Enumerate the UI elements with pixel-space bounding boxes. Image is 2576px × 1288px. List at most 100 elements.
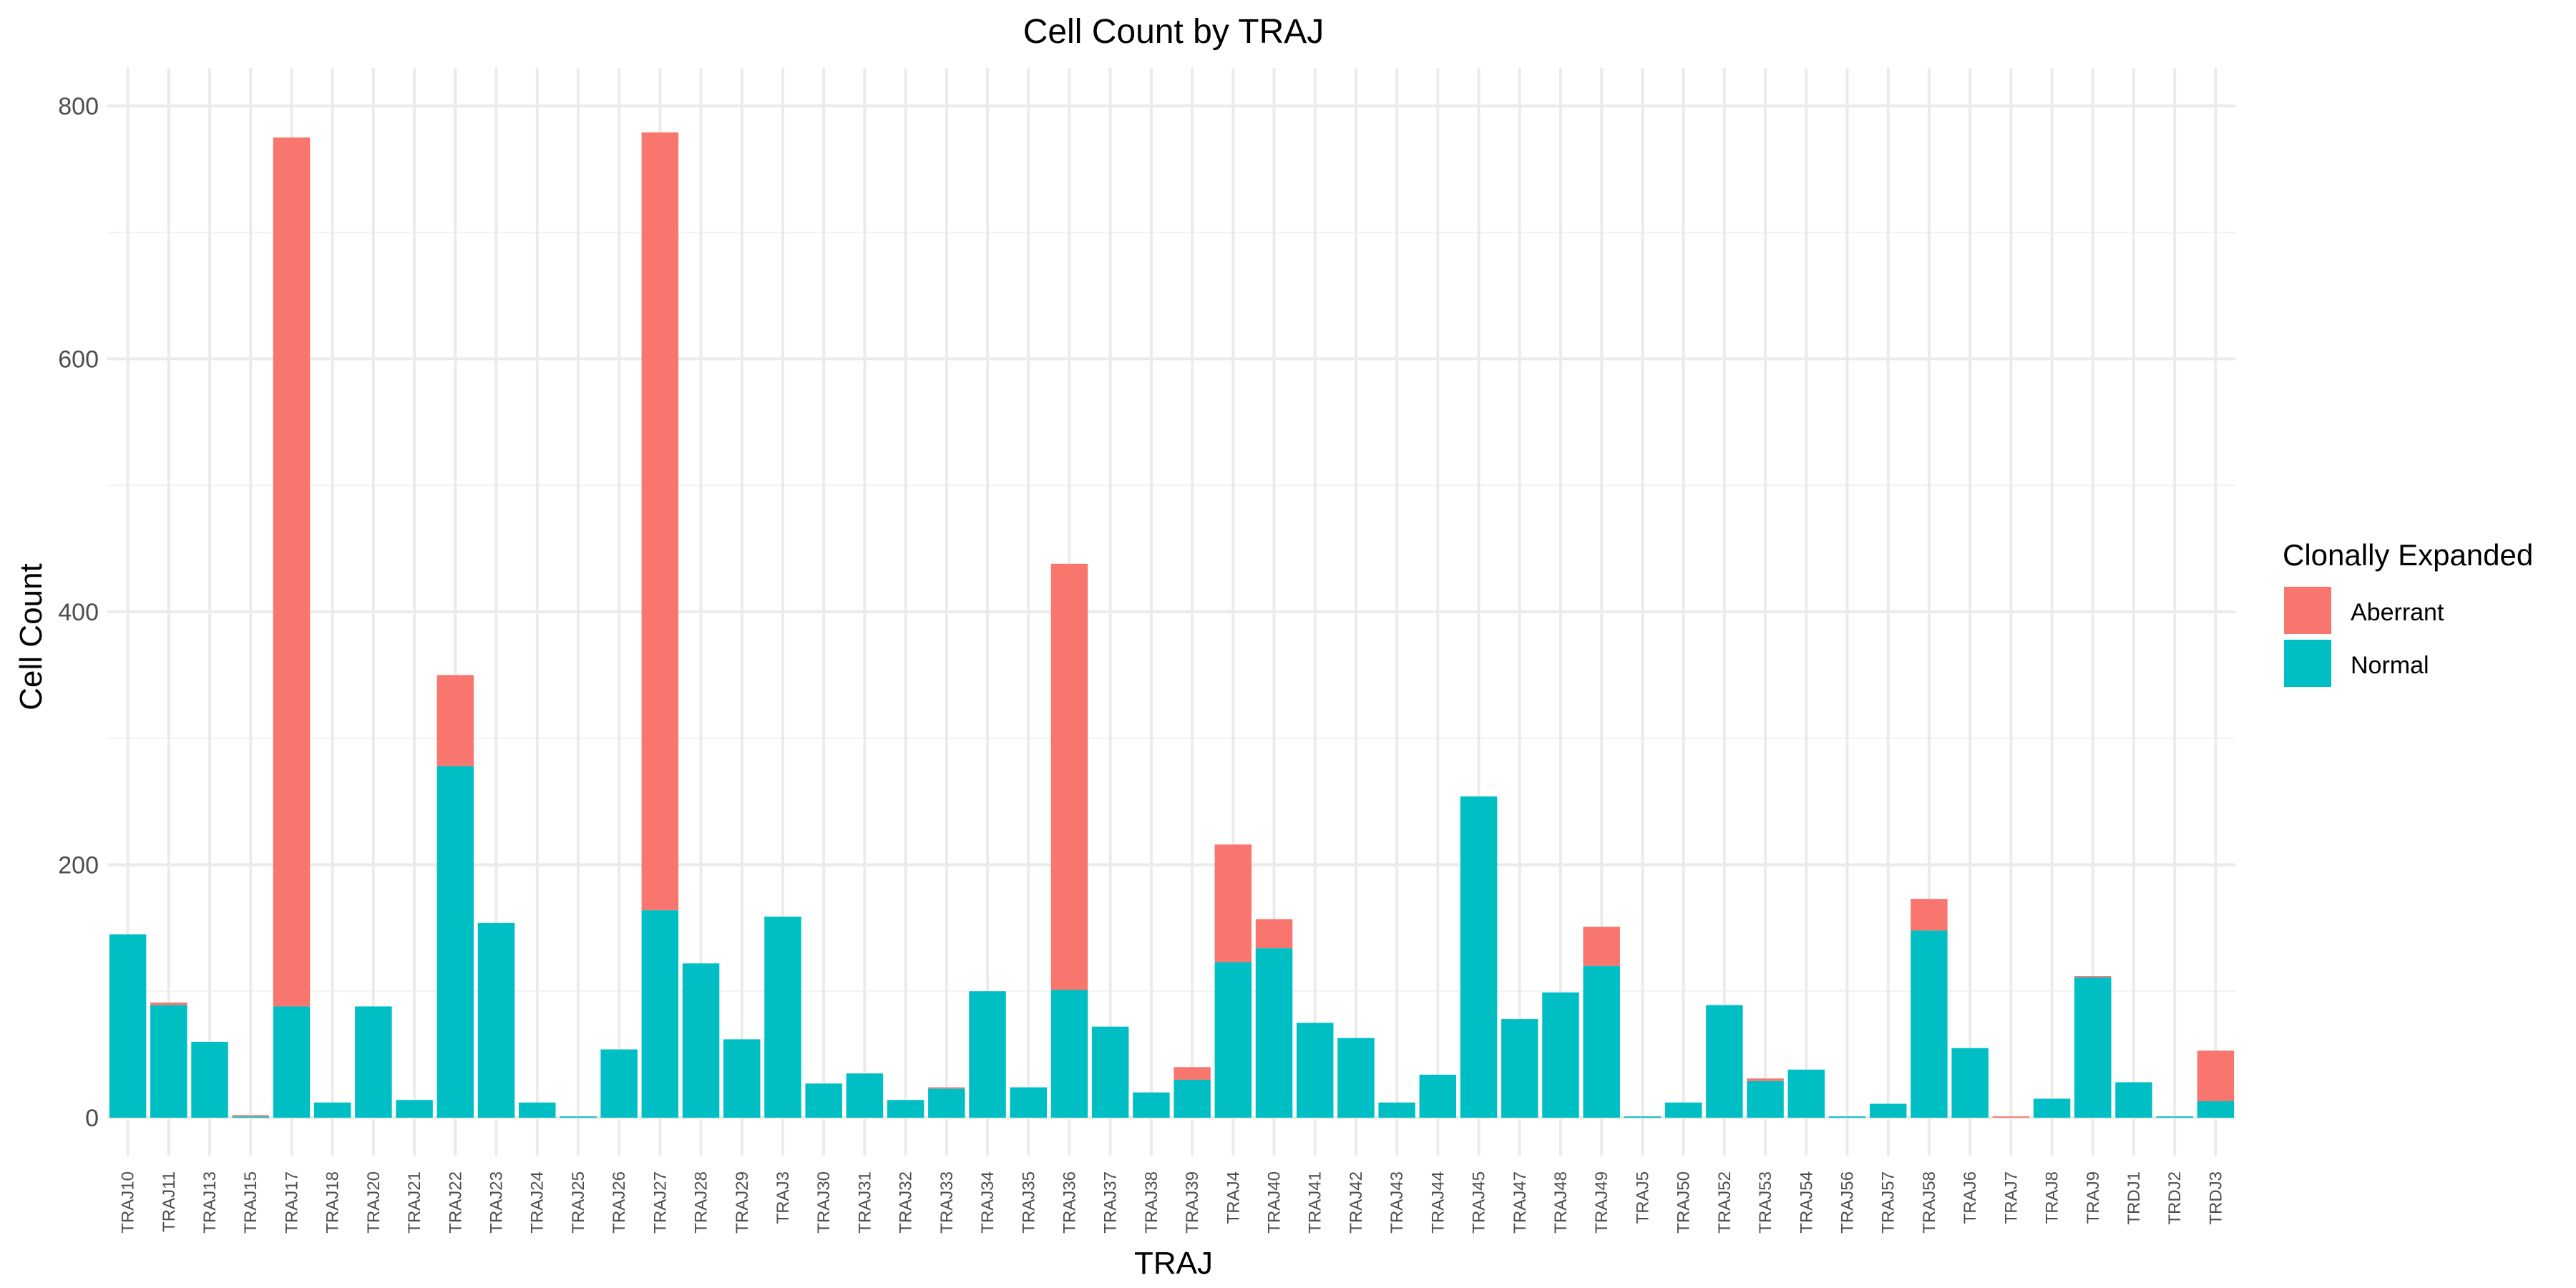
x-tick-label-traj57: TRAJ57 <box>1879 1171 1898 1234</box>
x-tick-label-traj31: TRAJ31 <box>855 1171 874 1234</box>
bar-normal-traj15 <box>232 1116 269 1118</box>
x-tick-label-traj29: TRAJ29 <box>733 1171 752 1234</box>
x-tick-label-traj3: TRAJ3 <box>774 1171 793 1224</box>
bar-aberrant-traj33 <box>928 1087 965 1089</box>
bar-aberrant-traj36 <box>1050 563 1088 990</box>
bar-normal-traj34 <box>969 991 1006 1118</box>
bar-normal-traj39 <box>1174 1079 1211 1118</box>
bar-normal-traj48 <box>1542 992 1579 1118</box>
bar-normal-traj17 <box>273 1006 311 1118</box>
x-tick-label-traj13: TRAJ13 <box>200 1171 220 1234</box>
bar-normal-traj6 <box>1951 1048 1989 1118</box>
bar-normal-traj29 <box>723 1039 761 1118</box>
x-axis-title: TRAJ <box>1134 1246 1213 1281</box>
y-tick-label: 600 <box>58 346 99 374</box>
bar-aberrant-traj39 <box>1174 1067 1211 1080</box>
bar-normal-traj30 <box>805 1083 842 1118</box>
bar-normal-traj43 <box>1378 1102 1415 1118</box>
x-tick-label-traj17: TRAJ17 <box>282 1171 301 1234</box>
bar-aberrant-traj40 <box>1255 919 1293 949</box>
bar-normal-traj10 <box>109 934 147 1118</box>
bar-aberrant-traj27 <box>641 132 679 911</box>
x-tick-label-traj27: TRAJ27 <box>650 1171 670 1234</box>
x-tick-label-traj35: TRAJ35 <box>1019 1171 1038 1234</box>
bar-normal-traj37 <box>1091 1026 1129 1118</box>
x-tick-label-traj40: TRAJ40 <box>1265 1171 1284 1234</box>
legend-swatch-aberrant <box>2284 587 2331 634</box>
legend-label-normal: Normal <box>2351 652 2429 679</box>
bar-normal-traj36 <box>1050 990 1088 1118</box>
x-tick-label-traj49: TRAJ49 <box>1592 1171 1611 1234</box>
x-tick-label-traj25: TRAJ25 <box>569 1171 588 1234</box>
x-tick-label-traj50: TRAJ50 <box>1674 1171 1694 1234</box>
bar-normal-traj8 <box>2033 1098 2071 1118</box>
x-tick-label-traj34: TRAJ34 <box>978 1171 997 1234</box>
bar-aberrant-traj17 <box>273 137 311 1007</box>
bar-normal-traj23 <box>477 922 515 1118</box>
bar-aberrant-traj4 <box>1214 844 1252 962</box>
x-tick-label-trdj1: TRDJ1 <box>2124 1171 2144 1225</box>
legend: Clonally Expanded Aberrant Normal <box>2283 538 2533 687</box>
x-tick-label-traj47: TRAJ47 <box>1511 1171 1530 1234</box>
bar-normal-traj45 <box>1460 796 1498 1118</box>
bar-normal-traj24 <box>518 1102 556 1118</box>
x-tick-label-traj39: TRAJ39 <box>1183 1171 1202 1234</box>
bar-normal-traj5 <box>1624 1116 1662 1118</box>
bar-normal-trdj1 <box>2115 1082 2152 1118</box>
x-tick-label-traj24: TRAJ24 <box>528 1171 547 1234</box>
x-tick-label-traj28: TRAJ28 <box>692 1171 711 1234</box>
bar-normal-traj11 <box>150 1005 187 1118</box>
legend-title: Clonally Expanded <box>2283 538 2533 572</box>
bar-normal-traj20 <box>355 1006 392 1118</box>
x-tick-label-traj37: TRAJ37 <box>1101 1171 1121 1234</box>
x-tick-label-traj32: TRAJ32 <box>897 1171 916 1234</box>
bar-normal-traj32 <box>887 1100 924 1118</box>
bar-normal-traj26 <box>600 1049 638 1118</box>
x-tick-label-traj26: TRAJ26 <box>610 1171 629 1234</box>
bar-aberrant-traj11 <box>150 1002 187 1005</box>
bar-aberrant-traj58 <box>1911 899 1948 931</box>
x-tick-label-trdj3: TRDJ3 <box>2206 1171 2225 1225</box>
y-tick-label: 800 <box>58 93 99 120</box>
x-tick-label-traj52: TRAJ52 <box>1715 1171 1735 1234</box>
bar-normal-traj53 <box>1747 1080 1784 1118</box>
bar-aberrant-traj49 <box>1583 927 1620 966</box>
bar-aberrant-traj9 <box>2074 976 2112 977</box>
bar-normal-traj35 <box>1010 1087 1048 1118</box>
bar-normal-traj18 <box>313 1102 351 1118</box>
x-tick-label-traj6: TRAJ6 <box>1961 1171 1980 1224</box>
x-tick-label-traj41: TRAJ41 <box>1306 1171 1325 1234</box>
bar-normal-traj49 <box>1583 965 1620 1118</box>
chart-title: Cell Count by TRAJ <box>1023 13 1324 51</box>
bar-normal-traj27 <box>641 910 679 1118</box>
bar-normal-trdj3 <box>2197 1101 2235 1118</box>
bar-normal-traj56 <box>1828 1116 1866 1118</box>
bar-normal-trdj2 <box>2156 1116 2193 1118</box>
bar-normal-traj57 <box>1869 1103 1907 1118</box>
bar-normal-traj42 <box>1337 1038 1375 1118</box>
x-tick-label-traj11: TRAJ11 <box>160 1171 179 1232</box>
x-tick-label-traj30: TRAJ30 <box>814 1171 834 1234</box>
y-tick-label: 0 <box>85 1105 99 1132</box>
x-tick-label-traj8: TRAJ8 <box>2043 1171 2062 1224</box>
bar-normal-traj38 <box>1133 1092 1170 1118</box>
bar-aberrant-traj7 <box>1992 1116 2030 1118</box>
x-tick-label-traj43: TRAJ43 <box>1387 1171 1407 1234</box>
x-tick-label-traj36: TRAJ36 <box>1060 1171 1079 1234</box>
x-tick-label-traj56: TRAJ56 <box>1838 1171 1857 1234</box>
bar-normal-traj54 <box>1787 1069 1825 1118</box>
bar-normal-traj47 <box>1501 1019 1538 1118</box>
bar-normal-traj44 <box>1419 1074 1457 1118</box>
bar-normal-traj41 <box>1296 1023 1334 1118</box>
x-tick-label-traj4: TRAJ4 <box>1224 1171 1243 1224</box>
x-tick-label-traj45: TRAJ45 <box>1470 1171 1489 1234</box>
y-tick-label: 400 <box>58 599 99 626</box>
x-tick-label-traj53: TRAJ53 <box>1756 1171 1775 1234</box>
bar-normal-traj52 <box>1706 1005 1743 1118</box>
bar-normal-traj21 <box>396 1100 433 1118</box>
x-tick-label-traj20: TRAJ20 <box>364 1171 384 1234</box>
bar-normal-traj31 <box>846 1073 884 1118</box>
bars <box>109 132 2235 1118</box>
